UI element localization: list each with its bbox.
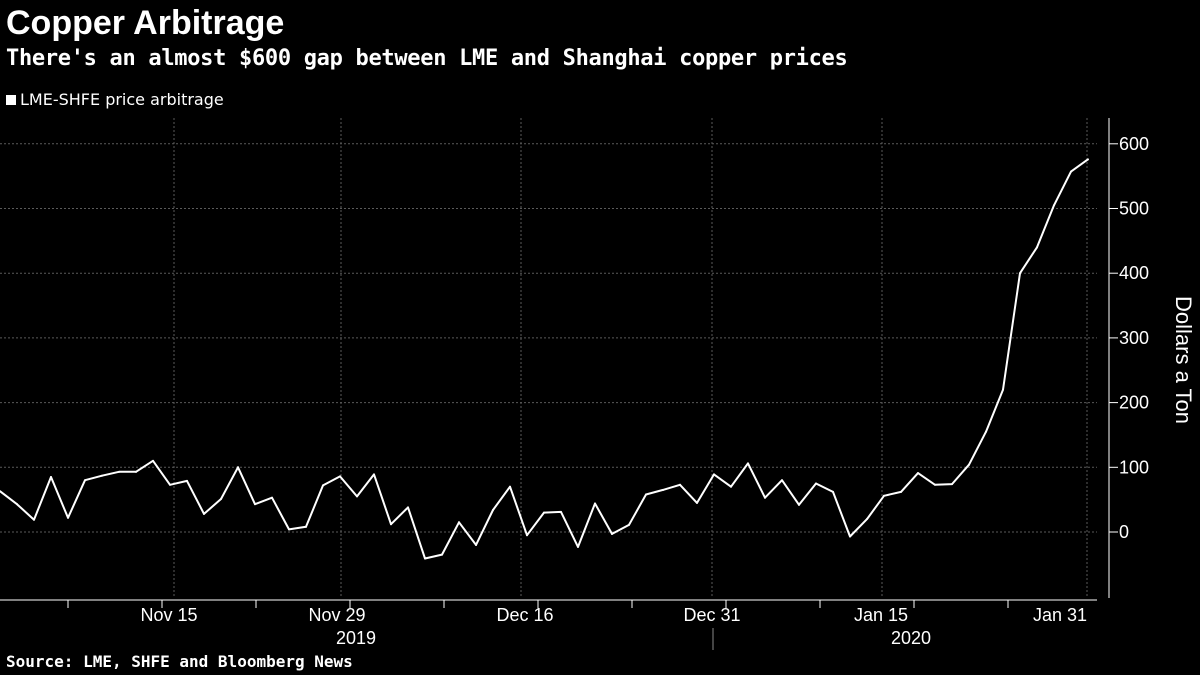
data-point (1019, 272, 1021, 275)
data-point (526, 534, 528, 537)
y-tick-label: 300 (1119, 328, 1149, 348)
x-year-label: 2019 (336, 628, 376, 648)
data-point (951, 483, 953, 486)
x-tick-label: Dec 16 (496, 605, 553, 625)
y-tick-label: 600 (1119, 134, 1149, 154)
data-point (577, 545, 579, 548)
y-axis-title: Dollars a Ton (1171, 296, 1196, 424)
data-point (424, 557, 426, 560)
data-point (985, 430, 987, 433)
y-tick-label: 200 (1119, 393, 1149, 413)
x-tick-label: Dec 31 (683, 605, 740, 625)
data-point (203, 512, 205, 515)
data-point (1036, 246, 1038, 249)
data-point (883, 494, 885, 497)
data-point (900, 490, 902, 493)
data-point (0, 490, 1, 493)
data-point (16, 503, 18, 506)
data-point (169, 483, 171, 486)
data-point (84, 479, 86, 482)
data-point (152, 459, 154, 462)
data-point (1002, 388, 1004, 391)
legend-swatch (6, 95, 16, 105)
data-point (186, 479, 188, 482)
legend: LME-SHFE price arbitrage (6, 90, 224, 110)
y-tick-label: 100 (1119, 457, 1149, 477)
data-point (288, 528, 290, 531)
series-line (0, 158, 1089, 560)
data-point (560, 510, 562, 513)
data-point (271, 496, 273, 499)
data-point (611, 532, 613, 535)
data-point (50, 476, 52, 479)
data-point (101, 474, 103, 477)
y-tick-label: 0 (1119, 522, 1129, 542)
data-point (1053, 204, 1055, 207)
data-point (832, 490, 834, 493)
x-tick-label: Jan 31 (1033, 605, 1087, 625)
data-point (492, 509, 494, 512)
data-point (543, 511, 545, 514)
data-point (254, 503, 256, 506)
data-point (1087, 158, 1089, 161)
data-point (475, 543, 477, 546)
data-point (305, 525, 307, 528)
x-tick-label: Jan 15 (854, 605, 908, 625)
data-point (407, 506, 409, 509)
data-point (917, 472, 919, 475)
data-point (968, 463, 970, 466)
y-tick-label: 400 (1119, 263, 1149, 283)
data-point (390, 523, 392, 526)
data-point (1070, 170, 1072, 173)
x-tick-label: Nov 15 (140, 605, 197, 625)
data-point (356, 495, 358, 498)
data-point (33, 518, 35, 521)
data-point (764, 496, 766, 499)
data-point (866, 518, 868, 521)
data-point (798, 503, 800, 506)
data-point (322, 484, 324, 487)
chart-subtitle: There's an almost $600 gap between LME a… (6, 46, 848, 71)
data-point (373, 473, 375, 476)
data-point (934, 483, 936, 486)
data-point (441, 553, 443, 556)
data-point (220, 498, 222, 501)
x-year-label: 2020 (891, 628, 931, 648)
x-tick-label: Nov 29 (308, 605, 365, 625)
data-point (594, 502, 596, 505)
legend-label: LME-SHFE price arbitrage (20, 90, 224, 109)
data-point (662, 488, 664, 491)
data-point (781, 479, 783, 482)
data-point (135, 470, 137, 473)
source-note: Source: LME, SHFE and Bloomberg News (6, 652, 353, 671)
data-point (713, 473, 715, 476)
chart-title: Copper Arbitrage (6, 4, 285, 42)
data-point (730, 485, 732, 488)
data-point (815, 482, 817, 485)
data-point (118, 470, 120, 473)
data-point (339, 475, 341, 478)
data-point (849, 535, 851, 538)
data-point (458, 521, 460, 524)
data-point (679, 483, 681, 486)
data-point (67, 516, 69, 519)
data-point (509, 485, 511, 488)
data-point (645, 493, 647, 496)
y-tick-label: 500 (1119, 199, 1149, 219)
data-point (747, 462, 749, 465)
data-point (237, 466, 239, 469)
data-point (628, 523, 630, 526)
data-point (696, 501, 698, 504)
